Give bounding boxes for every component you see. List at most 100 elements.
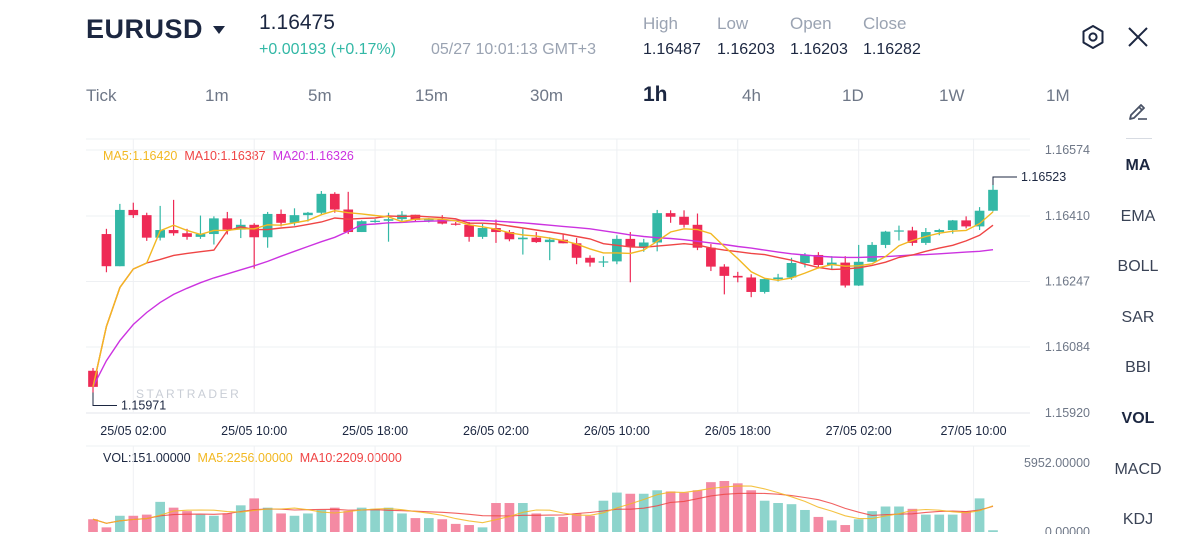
timeframe-5m[interactable]: 5m bbox=[308, 86, 332, 105]
candle-body bbox=[786, 263, 797, 278]
volume-bar bbox=[101, 527, 112, 532]
stat-low-label: Low bbox=[717, 14, 749, 33]
indicator-ma[interactable]: MA bbox=[1125, 157, 1151, 174]
close-icon[interactable] bbox=[1125, 24, 1151, 50]
settings-icon[interactable] bbox=[1080, 24, 1106, 50]
volume-bar bbox=[786, 504, 797, 532]
candle-body bbox=[491, 228, 501, 233]
indicator-bbi[interactable]: BBI bbox=[1125, 359, 1151, 376]
volume-bar bbox=[706, 482, 716, 532]
volume-bar bbox=[235, 505, 246, 532]
max-price-label: 1.16523 bbox=[1021, 170, 1066, 184]
timeframe-1m-month[interactable]: 1M bbox=[1046, 86, 1070, 105]
candle-body bbox=[182, 233, 192, 237]
volume-bar bbox=[209, 515, 219, 532]
timeframe-4h[interactable]: 4h bbox=[742, 86, 761, 105]
volume-bars bbox=[88, 480, 998, 532]
volume-bar bbox=[141, 514, 152, 532]
volume-bar bbox=[665, 491, 676, 532]
candle-body bbox=[665, 213, 676, 217]
volume-bar bbox=[974, 498, 985, 532]
volume-bar bbox=[638, 493, 649, 532]
sidebar-divider bbox=[1126, 138, 1152, 139]
candle-body bbox=[988, 189, 998, 211]
vol-ma5-line bbox=[92, 485, 994, 524]
vol-ma10-legend: MA10:2209.00000 bbox=[299, 451, 402, 465]
volume-bar bbox=[410, 518, 421, 532]
indicator-vol[interactable]: VOL bbox=[1121, 410, 1155, 427]
volume-bar bbox=[477, 527, 488, 532]
time-tick-label: 25/05 10:00 bbox=[221, 424, 287, 438]
candle-body bbox=[652, 213, 663, 243]
volume-bar bbox=[988, 530, 998, 532]
volume-bar bbox=[168, 507, 179, 532]
volume-bar bbox=[343, 511, 354, 532]
volume-bar bbox=[894, 506, 904, 532]
volume-bar bbox=[853, 519, 864, 532]
timeframe-15m[interactable]: 15m bbox=[415, 86, 449, 105]
volume-bar bbox=[921, 514, 931, 532]
candle-body bbox=[209, 218, 219, 235]
volume-bar bbox=[222, 513, 233, 532]
stat-open-value: 1.16203 bbox=[790, 41, 848, 58]
stat-open-label: Open bbox=[790, 14, 832, 33]
indicator-boll[interactable]: BOLL bbox=[1117, 258, 1159, 275]
candle-body bbox=[141, 215, 152, 238]
volume-bar bbox=[504, 503, 515, 532]
chart-grid: 1.16574 1.16410 1.16247 1.16084 1.15920 25/05… bbox=[86, 138, 1090, 534]
volume-bar bbox=[450, 523, 461, 532]
ma5-legend: MA5:1.16420 bbox=[103, 149, 178, 163]
timeframe-30m[interactable]: 30m bbox=[530, 86, 564, 105]
indicator-macd[interactable]: MACD bbox=[1114, 461, 1162, 478]
candle-body bbox=[719, 266, 730, 276]
volume-bar bbox=[826, 520, 837, 532]
price-labels: 1.16523 1.15971 bbox=[92, 170, 1066, 412]
candle-body bbox=[383, 219, 394, 221]
timeframe-1w[interactable]: 1W bbox=[939, 86, 965, 105]
candle-body bbox=[880, 231, 891, 245]
time-tick-label: 25/05 02:00 bbox=[100, 424, 166, 438]
candle-body bbox=[598, 261, 609, 263]
indicator-kdj[interactable]: KDJ bbox=[1122, 511, 1154, 528]
time-tick-label: 26/05 18:00 bbox=[705, 424, 771, 438]
timeframe-1h[interactable]: 1h bbox=[643, 83, 668, 106]
candle-body bbox=[867, 244, 877, 262]
volume-bar bbox=[370, 508, 380, 532]
candle-body bbox=[692, 224, 703, 248]
volume-bar bbox=[961, 511, 971, 532]
volume-bar bbox=[907, 508, 918, 532]
volume-bar bbox=[719, 480, 730, 532]
indicator-sar[interactable]: SAR bbox=[1121, 309, 1155, 326]
stat-high-label: High bbox=[643, 14, 678, 33]
candle-body bbox=[464, 224, 474, 237]
timeframe-1d[interactable]: 1D bbox=[842, 86, 864, 105]
max-price-pointer bbox=[992, 176, 1017, 185]
symbol-dropdown-caret-icon[interactable] bbox=[213, 26, 225, 34]
vol-ma5-legend: MA5:2256.00000 bbox=[197, 451, 293, 465]
timeframe-tick[interactable]: Tick bbox=[86, 86, 117, 105]
time-tick-label: 26/05 10:00 bbox=[584, 424, 650, 438]
symbol-title[interactable]: EURUSD bbox=[86, 14, 204, 44]
candle-body bbox=[249, 224, 260, 238]
price-change: +0.00193 (+0.17%) bbox=[259, 41, 396, 59]
volume-bar bbox=[155, 501, 165, 532]
time-tick-label: 27/05 02:00 bbox=[826, 424, 892, 438]
volume-bar bbox=[813, 516, 824, 532]
volume-bar bbox=[383, 507, 394, 532]
candle-body bbox=[826, 262, 837, 266]
timeframe-1m[interactable]: 1m bbox=[205, 86, 229, 105]
candle-body bbox=[343, 209, 354, 233]
candle-body bbox=[921, 232, 931, 243]
stat-high-value: 1.16487 bbox=[643, 41, 701, 58]
candle-body bbox=[101, 234, 112, 267]
indicator-ema[interactable]: EMA bbox=[1120, 208, 1156, 225]
candle-body bbox=[356, 221, 367, 233]
volume-bar bbox=[464, 525, 474, 532]
volume-bar bbox=[759, 500, 770, 532]
candle-body bbox=[961, 220, 971, 227]
volume-bar bbox=[732, 483, 743, 532]
volume-bar bbox=[423, 518, 434, 532]
draw-pen-icon[interactable] bbox=[1126, 98, 1150, 122]
ma10-line bbox=[92, 215, 994, 388]
